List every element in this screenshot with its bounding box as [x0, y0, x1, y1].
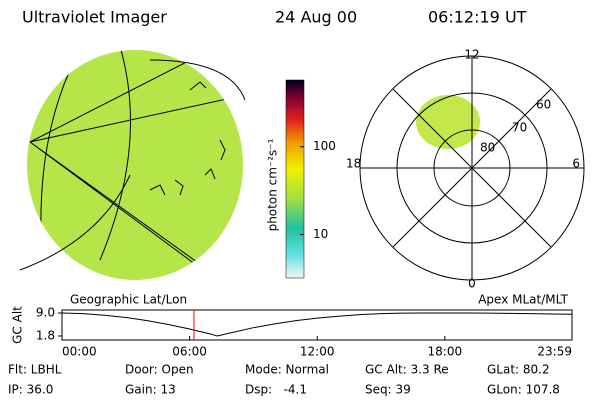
info: GLon: 107.8 [487, 383, 560, 397]
colorbar-tick-label: 100 [313, 139, 336, 153]
y-label: GC Alt [11, 306, 25, 344]
y-tick-label: 1.8 [36, 329, 55, 343]
x-tick-label: 12:00 [300, 345, 335, 359]
colorbar-label: photon cm⁻²s⁻¹ [266, 138, 280, 231]
x-tick-label: 00:00 [62, 345, 97, 359]
info: IP: 36.0 [8, 383, 53, 397]
alt-frame [61, 309, 573, 341]
hour-label: 18 [346, 157, 361, 171]
x-tick-label: 06:00 [172, 345, 207, 359]
ring-label: 80 [480, 141, 495, 155]
hour-label: 12 [464, 48, 479, 62]
date: 24 Aug 00 [275, 8, 357, 27]
ring-label: 70 [512, 121, 527, 135]
info: Seq: 39 [365, 383, 411, 397]
polar-plot [359, 55, 585, 281]
colorbar [285, 79, 305, 279]
ring-label: 60 [536, 98, 551, 112]
alt-line [61, 312, 573, 337]
x-tick-label: 18:00 [428, 345, 463, 359]
info: Mode: Normal [245, 363, 329, 377]
info: GLat: 80.2 [487, 363, 550, 377]
info: Gain: 13 [125, 383, 176, 397]
info: Flt: LBHL [8, 363, 62, 377]
x-tick-label: 23:59 [537, 345, 572, 359]
title: Ultraviolet Imager [22, 8, 167, 27]
panel-label: Apex MLat/MLT [478, 293, 568, 307]
earth-image [19, 50, 246, 280]
y-tick-label: 9.0 [36, 306, 55, 320]
time: 06:12:19 UT [428, 8, 527, 27]
panel-label: Geographic Lat/Lon [70, 293, 187, 307]
info: GC Alt: 3.3 Re [365, 363, 449, 377]
colorbar-ticks: 10 100 [300, 139, 336, 241]
hour-label: 6 [572, 157, 580, 171]
alt-chart: 00:00 06:00 12:00 18:00 23:59 9.0 1.8 [36, 306, 573, 359]
info: Dsp: -4.1 [245, 383, 307, 397]
colorbar-tick-label: 10 [313, 227, 328, 241]
hour-label: 0 [468, 277, 476, 291]
info: Door: Open [125, 363, 194, 377]
